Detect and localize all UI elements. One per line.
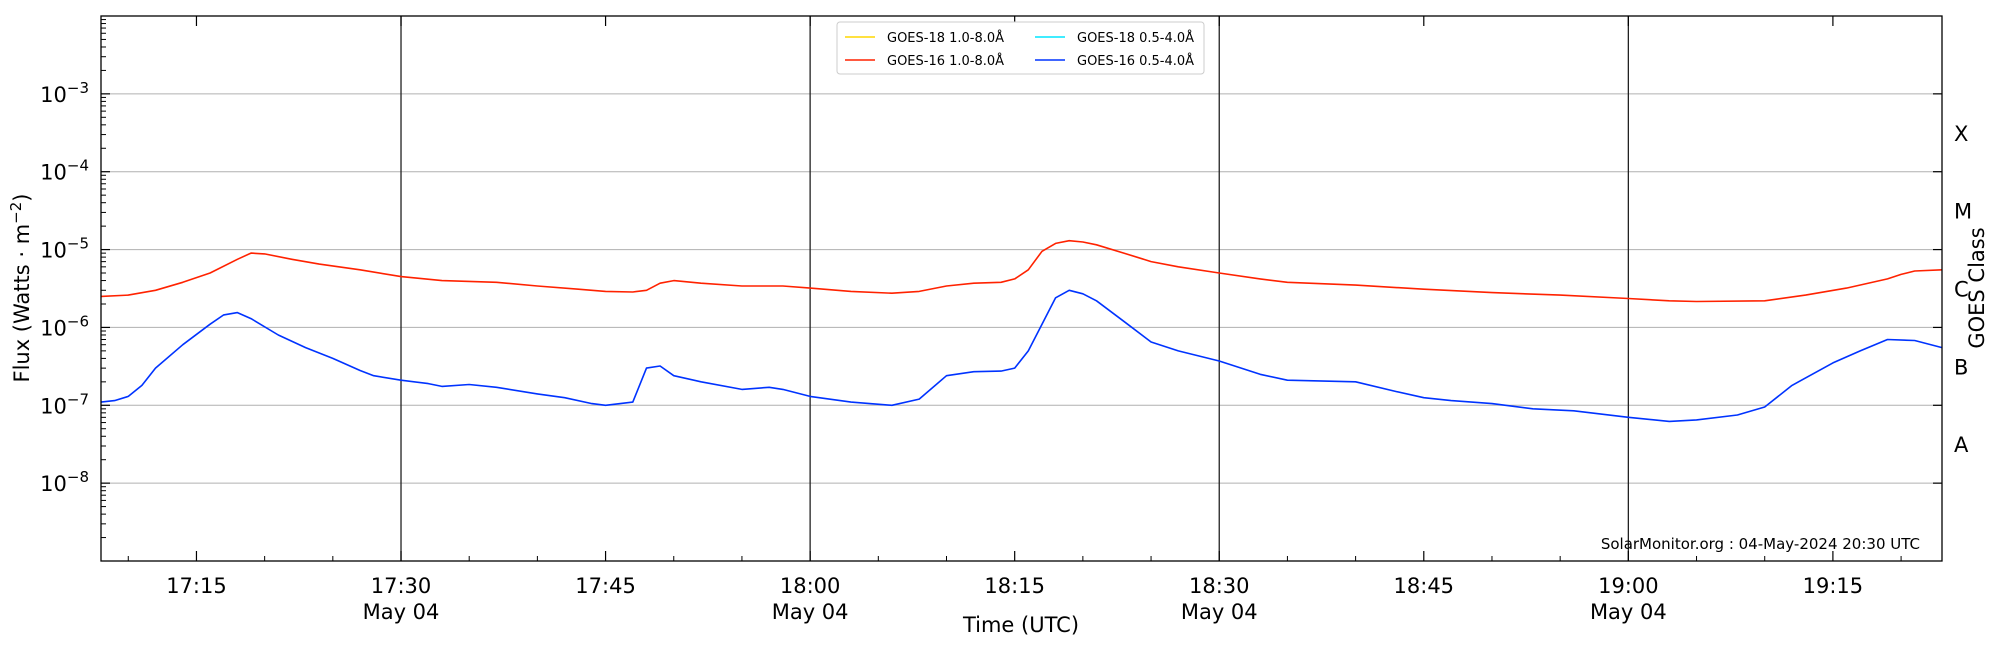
y-tick-label: 10−5 — [40, 235, 89, 263]
x-tick-date-label: May 04 — [363, 600, 440, 624]
y-tick-label: 10−3 — [40, 79, 89, 107]
goes-class-label: A — [1954, 433, 1969, 457]
x-tick-label: 17:15 — [166, 574, 227, 598]
credit-text: SolarMonitor.org : 04-May-2024 20:30 UTC — [1601, 535, 1920, 553]
goes-class-label: M — [1954, 200, 1972, 224]
goes-class-labels: X M C B A — [1954, 122, 1972, 457]
right-axis-title: GOES Class — [1965, 227, 1989, 348]
x-tick-label: 18:00 — [780, 574, 841, 598]
x-tick-label: 19:00 — [1598, 574, 1659, 598]
legend-label: GOES-16 1.0-8.0Å — [887, 53, 1004, 69]
y-tick-labels: 10−8 10−7 10−6 10−5 10−4 10−3 — [40, 79, 89, 496]
goes-class-label: B — [1954, 355, 1968, 379]
series-line — [100, 239, 1943, 303]
y-tick-label: 10−4 — [40, 157, 89, 185]
x-tick-label: 18:30 — [1189, 574, 1250, 598]
x-tick-date-label: May 04 — [1181, 600, 1258, 624]
plot-frame — [100, 15, 1943, 562]
legend-box — [836, 21, 1205, 75]
x-tick-label: 18:45 — [1394, 574, 1455, 598]
axis-ticks — [101, 16, 1942, 561]
x-tick-date-label: May 04 — [772, 600, 849, 624]
legend-label: GOES-18 1.0-8.0Å — [887, 30, 1004, 46]
goes-class-label: X — [1954, 122, 1968, 146]
x-tick-label: 18:15 — [984, 574, 1045, 598]
x-tick-label: 17:30 — [371, 574, 432, 598]
legend: GOES-18 1.0-8.0Å GOES-16 1.0-8.0Å GOES-18 … — [836, 21, 1205, 75]
goes-class-label: C — [1954, 278, 1969, 302]
x-tick-label: 17:45 — [575, 574, 636, 598]
y-axis-title: Flux (Watts · m−2) — [7, 193, 34, 382]
y-tick-label: 10−6 — [40, 312, 89, 340]
x-tick-date-label: May 04 — [1590, 600, 1667, 624]
y-tick-label: 10−7 — [40, 390, 89, 418]
series-line — [100, 289, 1943, 423]
legend-label: GOES-16 0.5-4.0Å — [1077, 53, 1194, 69]
series-layer — [100, 239, 1943, 423]
x-axis-title: Time (UTC) — [962, 613, 1079, 637]
grid-layer — [101, 93, 1942, 484]
legend-label: GOES-18 0.5-4.0Å — [1077, 30, 1194, 46]
y-tick-label: 10−8 — [40, 468, 89, 496]
x-tick-label: 19:15 — [1803, 574, 1864, 598]
day-vertical-lines — [400, 16, 1629, 561]
